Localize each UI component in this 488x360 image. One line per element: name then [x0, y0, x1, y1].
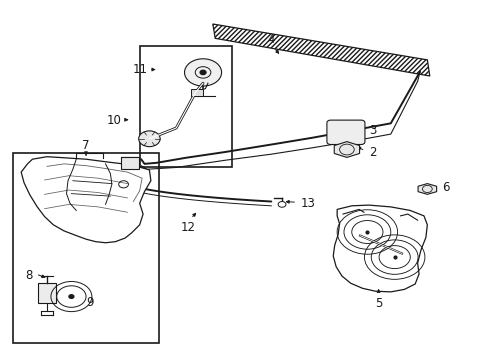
Text: 12: 12: [181, 221, 196, 234]
Polygon shape: [332, 205, 427, 292]
Text: 2: 2: [368, 145, 376, 158]
Circle shape: [139, 131, 160, 147]
Bar: [140, 45, 232, 167]
Bar: [38, 283, 56, 303]
Circle shape: [200, 70, 205, 75]
Bar: [13, 153, 159, 343]
Text: 6: 6: [441, 181, 448, 194]
Bar: [190, 89, 203, 96]
Text: 10: 10: [106, 114, 122, 127]
Circle shape: [119, 181, 128, 188]
Text: 8: 8: [25, 269, 32, 282]
Text: 11: 11: [133, 63, 148, 76]
Text: 4: 4: [267, 32, 275, 45]
Bar: [121, 157, 139, 169]
Polygon shape: [333, 141, 359, 157]
Circle shape: [61, 289, 81, 304]
Text: 5: 5: [374, 297, 382, 310]
Polygon shape: [21, 157, 151, 243]
Text: 7: 7: [82, 139, 90, 152]
Polygon shape: [417, 184, 436, 194]
Circle shape: [57, 286, 86, 307]
FancyBboxPatch shape: [326, 120, 364, 144]
Circle shape: [184, 59, 221, 86]
Circle shape: [278, 202, 285, 207]
Polygon shape: [212, 24, 429, 76]
Text: 3: 3: [368, 124, 375, 137]
Text: 13: 13: [300, 197, 315, 210]
Text: 1: 1: [136, 182, 143, 195]
Text: 9: 9: [86, 296, 93, 309]
Circle shape: [69, 295, 74, 298]
